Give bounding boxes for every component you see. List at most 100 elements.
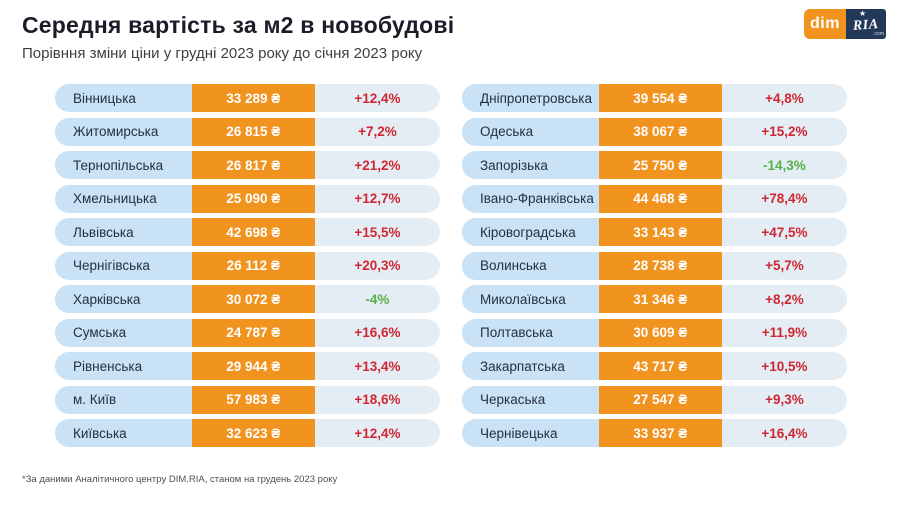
change-percent: +5,7% [765,258,804,273]
page-subtitle: Порівння зміни ціни у грудні 2023 року д… [22,45,423,62]
region-name: Київська [55,419,192,447]
table-row: Дніпропетровська 39 554 ₴ +4,8% [462,84,847,112]
change-percent: +15,2% [761,124,808,139]
table-row: Кіровоградська 33 143 ₴ +47,5% [462,218,847,246]
table-row: Закарпатська 43 717 ₴ +10,5% [462,352,847,380]
price-value: 57 983 ₴ [191,385,315,414]
price-value: 25 750 ₴ [598,151,722,179]
region-name: Вінницька [55,84,192,112]
region-name: Кіровоградська [462,218,599,246]
price-value: 42 698 ₴ [191,218,315,246]
table-row: Рівненська 29 944 ₴ +13,4% [55,352,440,380]
region-name: Волинська [462,251,599,280]
price-value: 29 944 ₴ [191,352,315,380]
ria-logo-box: ★ RIA .com [846,9,886,39]
change-percent: +4,8% [765,90,804,106]
change-percent: +12,4% [354,425,401,441]
region-name: Хмельницька [55,184,192,213]
region-name: Сумська [55,318,192,347]
dim-logo-box: dim [804,9,846,39]
table-row: Полтавська 30 609 ₴ +11,9% [462,318,847,347]
price-value: 44 468 ₴ [598,184,722,213]
region-name: Закарпатська [462,352,599,380]
table-row: Чернігівська 26 112 ₴ +20,3% [55,251,440,280]
price-value: 26 817 ₴ [191,151,315,179]
region-name: м. Київ [55,385,192,414]
change-percent: +8,2% [765,291,804,307]
price-value: 27 547 ₴ [598,385,722,414]
ria-com-text: .com [873,31,884,37]
table-row: Тернопільська 26 817 ₴ +21,2% [55,151,440,179]
price-value: 43 717 ₴ [598,352,722,380]
change-percent: +7,2% [358,124,397,139]
dim-ria-logo: dim ★ RIA .com [804,9,886,39]
footnote: *За даними Аналітичного центру DIM.RIA, … [22,474,338,485]
price-value: 32 623 ₴ [191,419,315,447]
price-value: 28 738 ₴ [598,251,722,280]
table-row: Вінницька 33 289 ₴ +12,4% [55,84,440,112]
price-tables: Вінницька 33 289 ₴ +12,4% Житомирська 26 815… [55,84,847,447]
page-title: Середня вартість за м2 в новобудові [22,12,455,38]
change-percent: +18,6% [354,392,401,407]
price-value: 38 067 ₴ [598,117,722,146]
price-value: 33 143 ₴ [598,218,722,246]
price-value: 39 554 ₴ [598,84,722,112]
region-name: Чернігівська [55,251,192,280]
table-row: Харківська 30 072 ₴ -4% [55,285,440,313]
table-row: Житомирська 26 815 ₴ +7,2% [55,117,440,146]
table-row: м. Київ 57 983 ₴ +18,6% [55,385,440,414]
region-name: Полтавська [462,318,599,347]
table-row: Миколаївська 31 346 ₴ +8,2% [462,285,847,313]
region-name: Миколаївська [462,285,599,313]
table-row: Львівська 42 698 ₴ +15,5% [55,218,440,246]
price-value: 26 815 ₴ [191,117,315,146]
table-row: Київська 32 623 ₴ +12,4% [55,419,440,447]
price-value: 33 937 ₴ [598,419,722,447]
region-name: Чернівецька [462,419,599,447]
price-value: 30 072 ₴ [191,285,315,313]
table-row: Чернівецька 33 937 ₴ +16,4% [462,419,847,447]
change-percent: +12,7% [354,191,401,206]
change-percent: -14,3% [763,157,806,173]
region-name: Житомирська [55,117,192,146]
table-right-column: Дніпропетровська 39 554 ₴ +4,8% Одеська 38 0… [462,84,847,447]
table-row: Волинська 28 738 ₴ +5,7% [462,251,847,280]
table-row: Сумська 24 787 ₴ +16,6% [55,318,440,347]
table-row: Запорізька 25 750 ₴ -14,3% [462,151,847,179]
table-row: Одеська 38 067 ₴ +15,2% [462,117,847,146]
region-name: Львівська [55,218,192,246]
price-value: 25 090 ₴ [191,184,315,213]
region-name: Івано-Франківська [462,184,599,213]
price-value: 24 787 ₴ [191,318,315,347]
change-percent: +21,2% [354,157,401,173]
region-name: Рівненська [55,352,192,380]
change-percent: +47,5% [761,224,808,240]
change-percent: +15,5% [354,224,401,240]
change-percent: +16,4% [761,425,808,441]
region-name: Дніпропетровська [462,84,599,112]
change-percent: +78,4% [761,191,808,206]
change-percent: -4% [365,291,390,307]
table-row: Івано-Франківська 44 468 ₴ +78,4% [462,184,847,213]
change-percent: +20,3% [354,258,401,273]
region-name: Черкаська [462,385,599,414]
change-percent: +16,6% [354,325,401,340]
change-percent: +11,9% [761,325,808,340]
table-left-column: Вінницька 33 289 ₴ +12,4% Житомирська 26 815… [55,84,440,447]
price-value: 31 346 ₴ [598,285,722,313]
price-value: 33 289 ₴ [191,84,315,112]
dim-logo-text: dim [810,15,840,32]
change-percent: +9,3% [765,392,804,407]
price-value: 30 609 ₴ [598,318,722,347]
region-name: Тернопільська [55,151,192,179]
price-value: 26 112 ₴ [191,251,315,280]
region-name: Одеська [462,117,599,146]
star-icon: ★ [859,9,867,18]
table-row: Хмельницька 25 090 ₴ +12,7% [55,184,440,213]
change-percent: +13,4% [354,358,401,374]
region-name: Харківська [55,285,192,313]
change-percent: +10,5% [761,358,808,374]
table-row: Черкаська 27 547 ₴ +9,3% [462,385,847,414]
change-percent: +12,4% [354,90,401,106]
region-name: Запорізька [462,151,599,179]
